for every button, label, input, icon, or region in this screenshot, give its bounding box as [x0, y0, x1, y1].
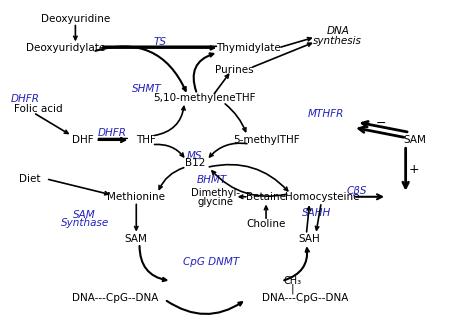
Text: TS: TS: [153, 37, 166, 47]
Text: SHMT: SHMT: [132, 83, 162, 94]
Text: Betaine: Betaine: [246, 192, 286, 202]
Text: Methionine: Methionine: [107, 192, 165, 202]
Text: 5-methylTHF: 5-methylTHF: [233, 135, 300, 145]
Text: Synthase: Synthase: [61, 218, 109, 228]
Text: Thymidylate: Thymidylate: [216, 43, 281, 53]
Text: Choline: Choline: [246, 219, 286, 229]
Text: DHFR: DHFR: [11, 94, 40, 104]
Text: CH₃: CH₃: [283, 276, 301, 286]
Text: Purines: Purines: [215, 65, 254, 75]
Text: SAH: SAH: [299, 234, 320, 244]
Text: SAM: SAM: [403, 135, 427, 145]
Text: Dimethyl-: Dimethyl-: [191, 188, 240, 198]
Text: glycine: glycine: [198, 196, 234, 206]
Text: SAHH: SAHH: [302, 209, 331, 219]
Text: SAM: SAM: [125, 234, 148, 244]
Text: 5,10-methyleneTHF: 5,10-methyleneTHF: [153, 93, 255, 103]
Text: Deoxyuridine: Deoxyuridine: [41, 13, 110, 23]
Text: Homocysteine: Homocysteine: [285, 192, 360, 202]
Text: CβS: CβS: [346, 186, 367, 196]
Text: SAM: SAM: [73, 210, 96, 220]
Text: DHF: DHF: [72, 135, 93, 145]
Text: Diet: Diet: [19, 174, 41, 184]
Text: MTHFR: MTHFR: [308, 109, 344, 119]
Text: |: |: [291, 283, 294, 293]
Text: B12: B12: [185, 158, 205, 168]
Text: Folic acid: Folic acid: [15, 104, 63, 114]
Text: synthesis: synthesis: [313, 36, 362, 46]
Text: +: +: [409, 163, 419, 176]
Text: DNA---CpG--DNA: DNA---CpG--DNA: [262, 293, 348, 303]
Text: CpG DNMT: CpG DNMT: [183, 257, 239, 267]
Text: BHMT: BHMT: [197, 175, 228, 185]
Text: DNA: DNA: [326, 26, 349, 36]
Text: −: −: [376, 117, 386, 130]
Text: DHFR: DHFR: [98, 128, 127, 138]
Text: DNA---CpG--DNA: DNA---CpG--DNA: [72, 293, 158, 303]
Text: MS: MS: [187, 151, 203, 161]
Text: THF: THF: [136, 135, 155, 145]
Text: Deoxyuridylate: Deoxyuridylate: [27, 43, 106, 53]
